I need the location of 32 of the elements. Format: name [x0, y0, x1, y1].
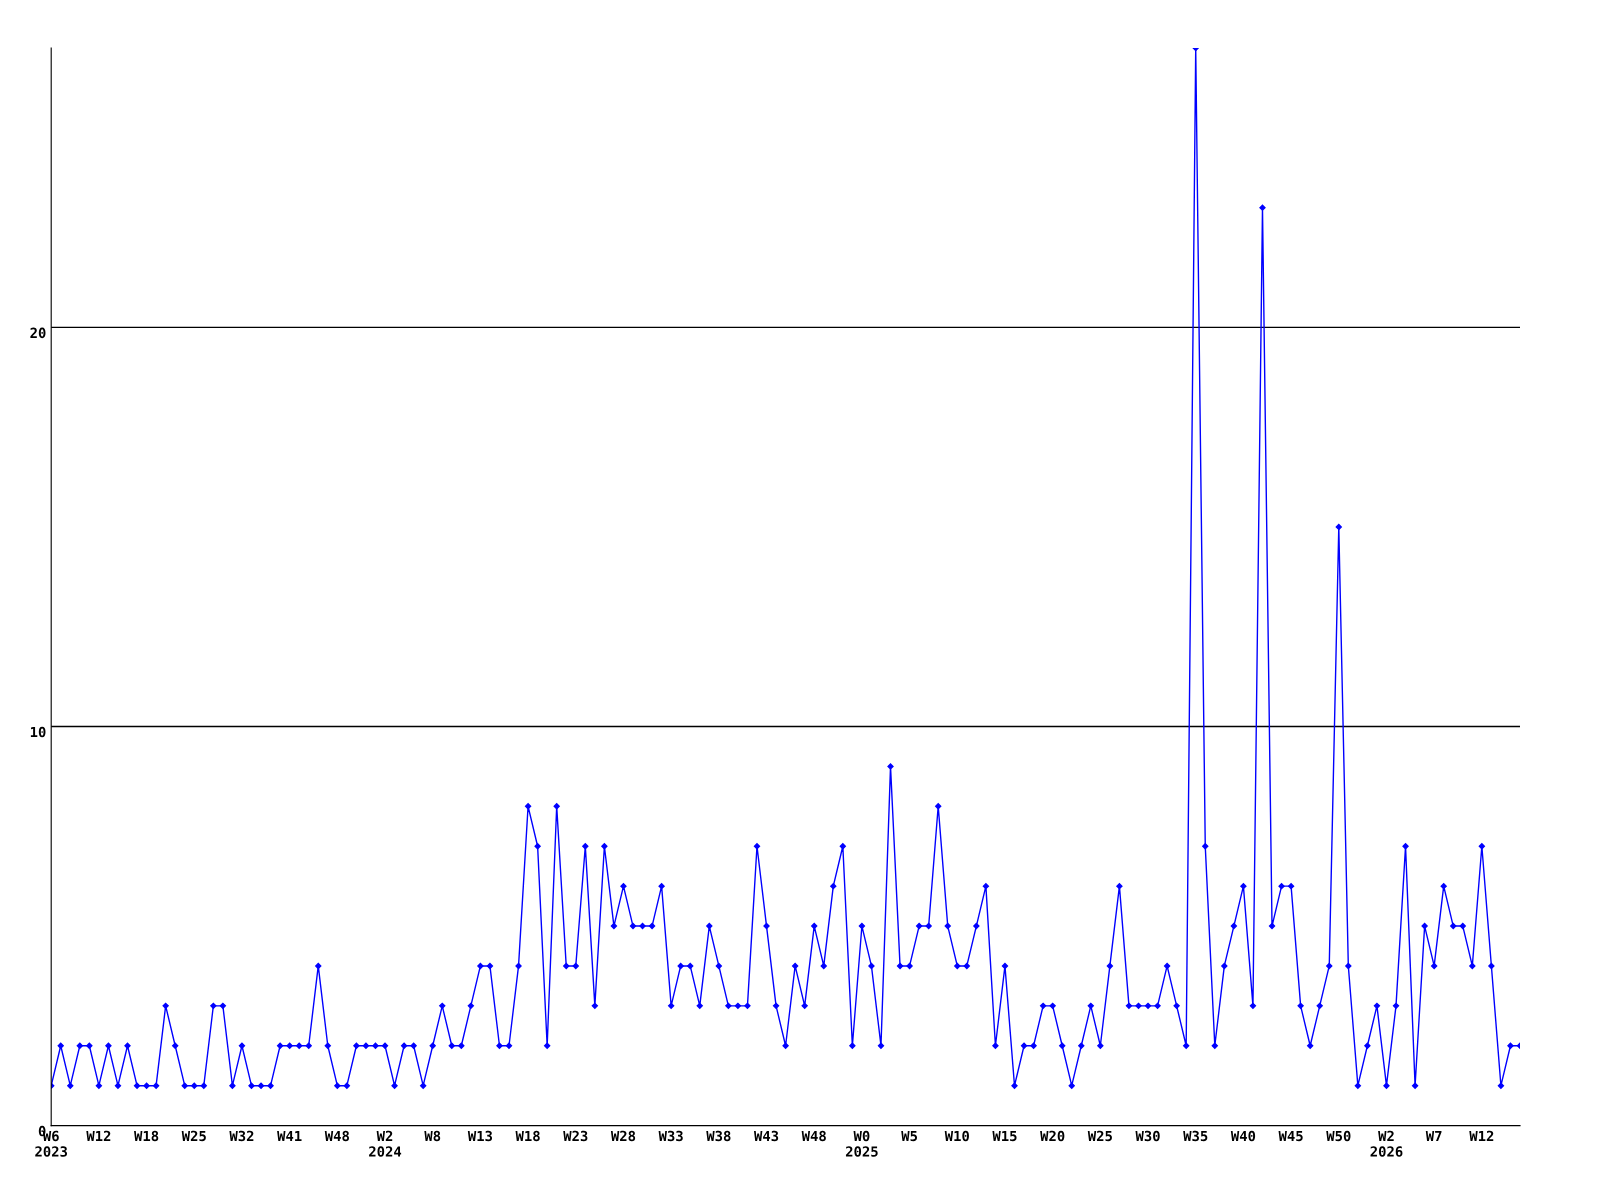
- x-tick-label: W23: [563, 1130, 588, 1142]
- x-tick-label: W20: [1040, 1130, 1065, 1142]
- x-tick-label: W18: [515, 1130, 540, 1142]
- x-tick-label: W32: [229, 1130, 254, 1142]
- x-tick-label: W43: [753, 1130, 779, 1142]
- x-tick-label: W35: [1183, 1130, 1208, 1142]
- x-tick-label: W28: [610, 1130, 636, 1142]
- y-tick-label: 10: [30, 726, 46, 738]
- x-tick-label: W18: [134, 1130, 159, 1142]
- x-tick-label: W33: [658, 1130, 683, 1142]
- x-tick-label: W45: [1278, 1130, 1303, 1142]
- x-tick-label: W5: [901, 1130, 918, 1142]
- x-tick-label: W40: [1230, 1130, 1256, 1142]
- x-tick-label: W41: [277, 1130, 302, 1142]
- x-tick-label: W12: [86, 1130, 111, 1142]
- x-tick-label: W15: [992, 1130, 1017, 1142]
- x-tick-label: W2 2024: [369, 1130, 402, 1157]
- x-tick-label: W7: [1425, 1130, 1442, 1142]
- x-tick-label: W30: [1135, 1130, 1160, 1142]
- x-tick-label: W25: [181, 1130, 206, 1142]
- x-tick-label: W48: [801, 1130, 826, 1142]
- x-tick-label: W10: [944, 1130, 969, 1142]
- x-tick-label: W38: [706, 1130, 731, 1142]
- x-tick-label: W0 2025: [845, 1130, 878, 1157]
- x-tick-label: W25: [1087, 1130, 1112, 1142]
- y-tick-label: 20: [30, 327, 46, 339]
- x-tick-label: W12: [1469, 1130, 1494, 1142]
- x-tick-label: W13: [467, 1130, 493, 1142]
- x-tick-label: W2 2026: [1370, 1130, 1403, 1157]
- x-tick-label: W8: [424, 1130, 441, 1142]
- x-tick-label: W48: [324, 1130, 349, 1142]
- x-tick-label: W50: [1326, 1130, 1351, 1142]
